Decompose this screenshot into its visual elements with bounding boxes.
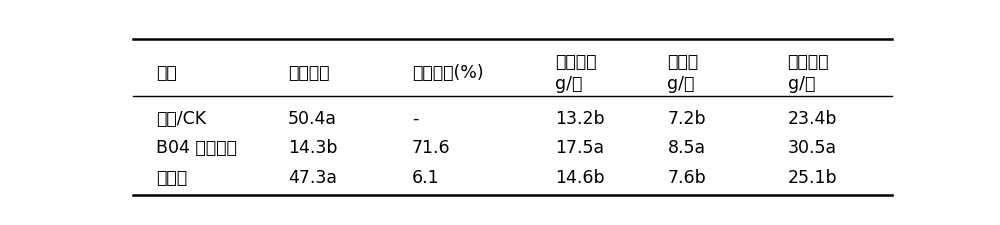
Text: 47.3a: 47.3a (288, 169, 337, 187)
Text: 处理: 处理 (156, 64, 177, 82)
Text: 6.1: 6.1 (412, 169, 439, 187)
Text: 7.6b: 7.6b (668, 169, 706, 187)
Text: 根鲜重: 根鲜重 (668, 53, 699, 71)
Text: g/株: g/株 (788, 75, 815, 93)
Text: 8.5a: 8.5a (668, 139, 706, 157)
Text: 14.3b: 14.3b (288, 139, 337, 157)
Text: 23.4b: 23.4b (788, 110, 837, 128)
Text: 13.2b: 13.2b (555, 110, 605, 128)
Text: 71.6: 71.6 (412, 139, 450, 157)
Text: 对照/CK: 对照/CK (156, 110, 206, 128)
Text: g/株: g/株 (555, 75, 582, 93)
Text: 单株产量: 单株产量 (788, 53, 829, 71)
Text: 蚯蚓粪: 蚯蚓粪 (156, 169, 187, 187)
Text: 7.2b: 7.2b (668, 110, 706, 128)
Text: 30.5a: 30.5a (788, 139, 837, 157)
Text: -: - (412, 110, 418, 128)
Text: 50.4a: 50.4a (288, 110, 337, 128)
Text: g/株: g/株 (668, 75, 695, 93)
Text: 17.5a: 17.5a (555, 139, 604, 157)
Text: 14.6b: 14.6b (555, 169, 605, 187)
Text: 病情指数: 病情指数 (288, 64, 329, 82)
Text: B04 生物制剂: B04 生物制剂 (156, 139, 237, 157)
Text: 25.1b: 25.1b (788, 169, 837, 187)
Text: 防治效果(%): 防治效果(%) (412, 64, 483, 82)
Text: 茎叶鲜重: 茎叶鲜重 (555, 53, 597, 71)
